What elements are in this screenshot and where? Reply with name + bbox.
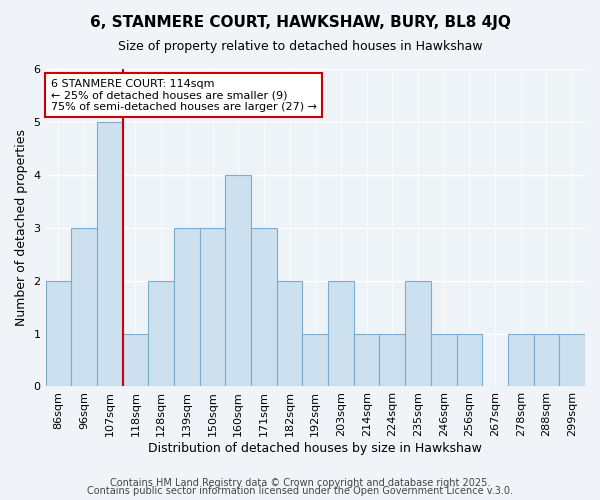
Text: Size of property relative to detached houses in Hawkshaw: Size of property relative to detached ho… bbox=[118, 40, 482, 53]
Bar bbox=[226, 175, 251, 386]
Text: Contains public sector information licensed under the Open Government Licence v.: Contains public sector information licen… bbox=[87, 486, 513, 496]
Bar bbox=[354, 334, 379, 386]
Bar bbox=[200, 228, 226, 386]
Text: 6, STANMERE COURT, HAWKSHAW, BURY, BL8 4JQ: 6, STANMERE COURT, HAWKSHAW, BURY, BL8 4… bbox=[89, 15, 511, 30]
Y-axis label: Number of detached properties: Number of detached properties bbox=[15, 129, 28, 326]
Bar bbox=[174, 228, 200, 386]
Bar bbox=[508, 334, 533, 386]
Bar bbox=[277, 280, 302, 386]
Bar bbox=[71, 228, 97, 386]
Bar bbox=[122, 334, 148, 386]
Bar bbox=[431, 334, 457, 386]
Bar bbox=[148, 280, 174, 386]
Text: 6 STANMERE COURT: 114sqm
← 25% of detached houses are smaller (9)
75% of semi-de: 6 STANMERE COURT: 114sqm ← 25% of detach… bbox=[51, 78, 317, 112]
Bar bbox=[328, 280, 354, 386]
Bar bbox=[533, 334, 559, 386]
Bar bbox=[302, 334, 328, 386]
Bar bbox=[379, 334, 405, 386]
Text: Contains HM Land Registry data © Crown copyright and database right 2025.: Contains HM Land Registry data © Crown c… bbox=[110, 478, 490, 488]
Bar bbox=[97, 122, 122, 386]
Bar bbox=[405, 280, 431, 386]
X-axis label: Distribution of detached houses by size in Hawkshaw: Distribution of detached houses by size … bbox=[148, 442, 482, 455]
Bar bbox=[559, 334, 585, 386]
Bar bbox=[251, 228, 277, 386]
Bar bbox=[46, 280, 71, 386]
Bar bbox=[457, 334, 482, 386]
